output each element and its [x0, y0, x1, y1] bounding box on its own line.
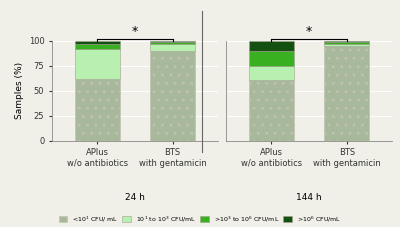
Legend: <10$^1$ CFU/ mL, 10$^1$ to 10$^3$ CFU/mL, >10$^3$ to 10$^6$ CFU/mL, >10$^6$ CFU/: <10$^1$ CFU/ mL, 10$^1$ to 10$^3$ CFU/mL…	[59, 215, 341, 224]
Bar	[249, 51, 294, 66]
Bar	[75, 41, 120, 44]
Bar	[150, 51, 195, 141]
Bar	[75, 44, 120, 49]
Bar	[249, 80, 294, 141]
Bar	[75, 49, 120, 79]
Bar	[324, 42, 369, 44]
Text: *: *	[132, 25, 138, 38]
Bar	[75, 79, 120, 141]
Bar	[249, 41, 294, 51]
Bar	[324, 46, 369, 141]
Bar	[150, 42, 195, 44]
Bar	[150, 44, 195, 51]
Bar	[249, 66, 294, 80]
Bar	[150, 41, 195, 42]
Text: *: *	[306, 25, 312, 38]
Bar	[324, 44, 369, 46]
Y-axis label: Samples (%): Samples (%)	[16, 62, 24, 119]
Text: 144 h: 144 h	[296, 193, 322, 202]
Text: 24 h: 24 h	[125, 193, 145, 202]
Bar	[324, 41, 369, 42]
